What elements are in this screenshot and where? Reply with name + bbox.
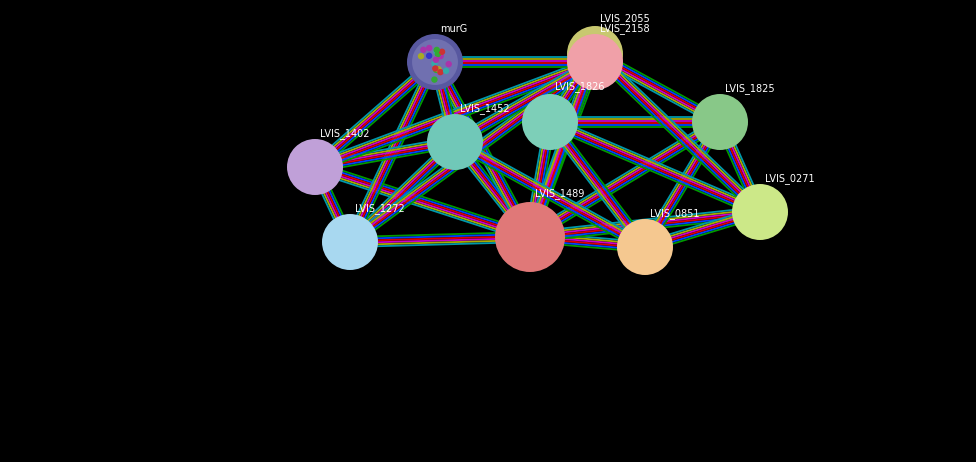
Circle shape [434, 49, 439, 55]
Circle shape [495, 202, 565, 272]
Circle shape [567, 34, 623, 90]
Circle shape [433, 57, 438, 62]
Circle shape [692, 94, 748, 150]
Circle shape [322, 214, 378, 270]
Circle shape [522, 94, 578, 150]
Text: murG: murG [440, 24, 468, 34]
Circle shape [287, 139, 343, 195]
Circle shape [421, 47, 426, 52]
Circle shape [435, 52, 440, 56]
Circle shape [407, 34, 463, 90]
Circle shape [427, 114, 483, 170]
Circle shape [433, 67, 438, 73]
Circle shape [438, 70, 443, 75]
Circle shape [617, 219, 673, 275]
Circle shape [446, 61, 451, 67]
Circle shape [412, 39, 458, 85]
Text: LVIS_2055: LVIS_2055 [600, 13, 650, 24]
Text: LVIS_0851: LVIS_0851 [650, 208, 700, 219]
Circle shape [432, 61, 437, 66]
Text: LVIS_1402: LVIS_1402 [320, 128, 370, 139]
Circle shape [432, 77, 437, 82]
Circle shape [439, 49, 444, 54]
Circle shape [438, 54, 443, 59]
Text: LVIS_1825: LVIS_1825 [725, 83, 775, 94]
Circle shape [436, 67, 441, 72]
Circle shape [432, 66, 438, 71]
Circle shape [427, 45, 431, 50]
Circle shape [427, 53, 431, 58]
Text: LVIS_1272: LVIS_1272 [355, 203, 405, 214]
Text: LVIS_1452: LVIS_1452 [460, 103, 509, 114]
Text: LVIS_1826: LVIS_1826 [555, 81, 604, 92]
Circle shape [567, 26, 623, 82]
Circle shape [732, 184, 788, 240]
Text: LVIS_0271: LVIS_0271 [765, 173, 815, 184]
Circle shape [443, 68, 449, 73]
Circle shape [419, 54, 424, 59]
Text: LVIS_2158: LVIS_2158 [600, 23, 650, 34]
Text: LVIS_1489: LVIS_1489 [535, 188, 585, 199]
Circle shape [434, 48, 439, 53]
